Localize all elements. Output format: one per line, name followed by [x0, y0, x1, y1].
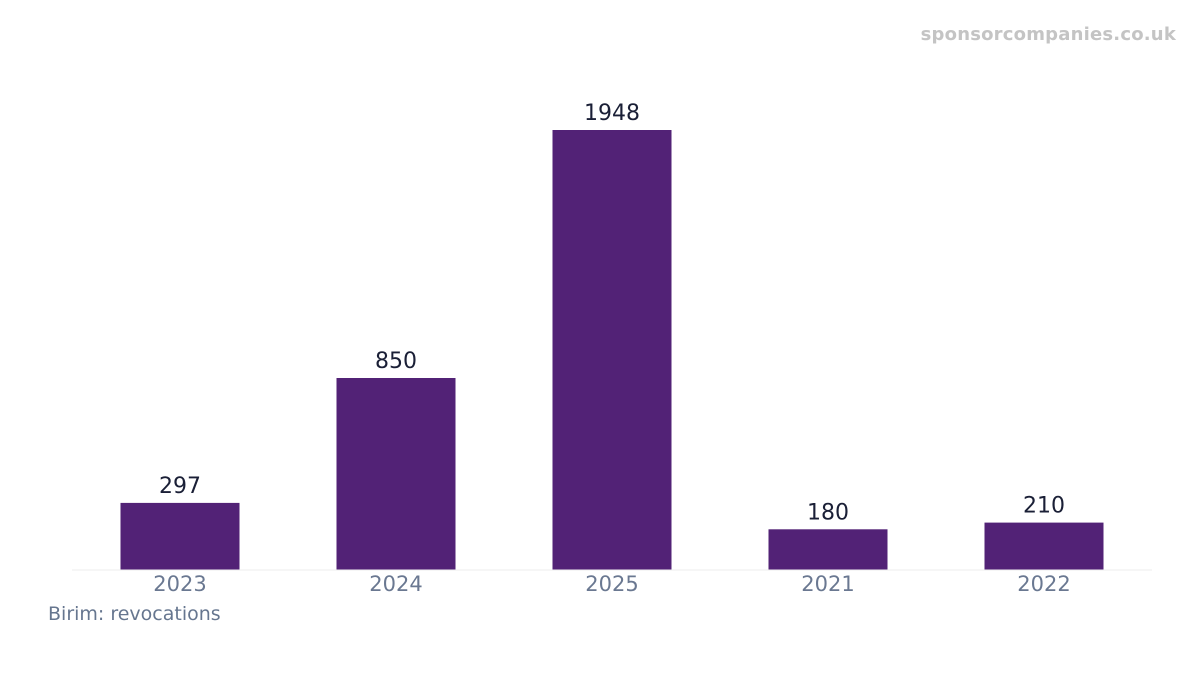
bars-group — [120, 130, 1104, 570]
value-label-2024: 850 — [375, 349, 417, 374]
bar-2023 — [120, 502, 240, 570]
x-tick-label-2024: 2024 — [369, 572, 422, 596]
bar-2021 — [768, 529, 888, 570]
value-label-2021: 180 — [807, 500, 849, 525]
watermark: sponsorcompanies.co.uk — [920, 24, 1176, 45]
bar-2022 — [984, 522, 1104, 570]
value-labels-group: 297 850 1948 180 210 — [159, 101, 1065, 525]
bar-2024 — [336, 378, 456, 570]
x-tick-label-2023: 2023 — [153, 572, 206, 596]
value-label-2025: 1948 — [584, 101, 640, 126]
x-tick-labels-group: 2023 2024 2025 2021 2022 — [153, 572, 1070, 596]
value-label-2022: 210 — [1023, 494, 1065, 519]
x-tick-label-2022: 2022 — [1017, 572, 1070, 596]
unit-note: Birim: revocations — [48, 603, 221, 625]
bar-2025 — [552, 130, 672, 570]
x-tick-label-2025: 2025 — [585, 572, 638, 596]
x-tick-label-2021: 2021 — [801, 572, 854, 596]
value-label-2023: 297 — [159, 474, 201, 499]
